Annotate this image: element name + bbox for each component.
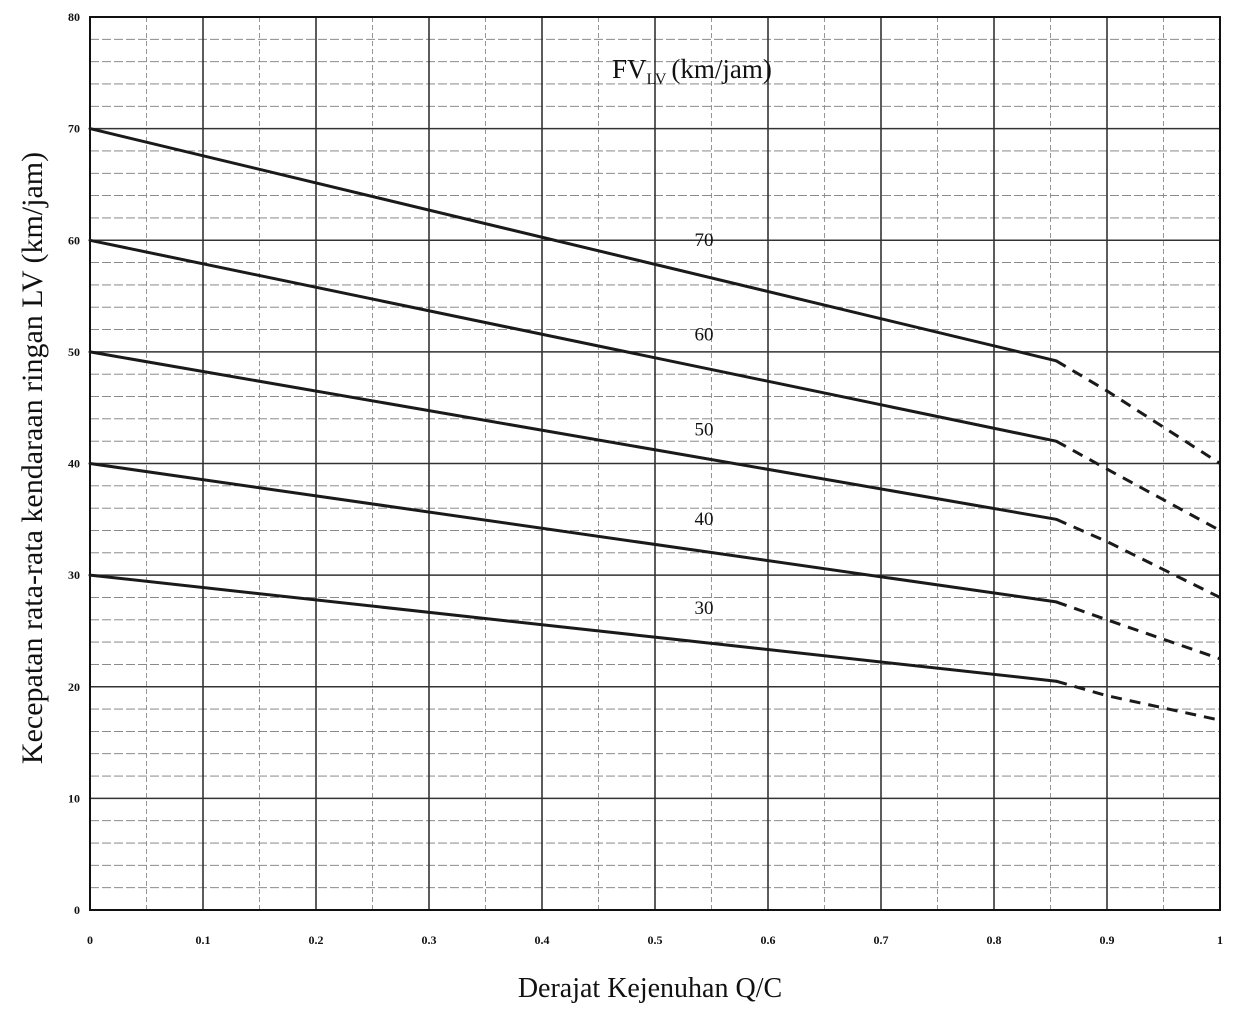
x-tick-label: 0.4 [535,933,550,947]
legend-title-unit: (km/jam) [671,54,771,84]
series-line-30 [88,573,1058,683]
x-axis-title: Derajat Kejenuhan Q/C [518,973,782,1004]
series-label-60: 60 [695,325,714,346]
y-tick-label: 50 [68,345,80,359]
y-axis-ticks: 0 10 20 30 40 50 60 70 80 [68,10,80,917]
legend-title-main: FV [612,54,647,84]
series-group [88,127,1221,722]
series-line-70 [88,127,1058,363]
series-label-50: 50 [695,420,714,441]
grid [90,17,1220,910]
series-line-dashed-60 [1055,439,1221,532]
series-line-60 [88,238,1058,443]
x-tick-label: 0.6 [761,933,776,947]
y-tick-label: 10 [68,791,80,805]
y-tick-label: 30 [68,568,80,582]
y-tick-label: 60 [68,233,80,247]
x-tick-label: 0.9 [1100,933,1115,947]
series-line-dashed-70 [1055,359,1221,465]
series-line-dashed-40 [1055,600,1221,661]
y-tick-label: 70 [68,122,80,136]
x-tick-label: 0.2 [309,933,324,947]
series-line-dashed-50 [1055,517,1221,599]
x-axis-ticks: 0 0.1 0.2 0.3 0.4 0.5 0.6 0.7 0.8 0.9 1 [87,933,1223,947]
legend-title: FVLV (km/jam) [612,54,772,88]
x-tick-label: 0.8 [987,933,1002,947]
x-tick-label: 0.3 [422,933,437,947]
y-tick-label: 0 [74,903,80,917]
series-label-40: 40 [695,509,714,530]
series-label-70: 70 [695,230,714,251]
x-tick-label: 1 [1217,933,1223,947]
x-tick-label: 0.7 [874,933,889,947]
y-tick-label: 80 [68,10,80,24]
y-tick-label: 20 [68,680,80,694]
x-tick-label: 0.5 [648,933,663,947]
series-labels: 70 60 50 40 30 [695,230,714,619]
legend-title-subscript: LV [647,71,667,88]
x-tick-label: 0.1 [196,933,211,947]
y-tick-label: 40 [68,457,80,471]
series-label-30: 30 [695,598,714,619]
x-tick-label: 0 [87,933,93,947]
y-axis-title: Kecepatan rata-rata kendaraan ringan LV … [16,152,49,764]
series-line-50 [88,350,1058,521]
series-line-40 [88,462,1058,604]
